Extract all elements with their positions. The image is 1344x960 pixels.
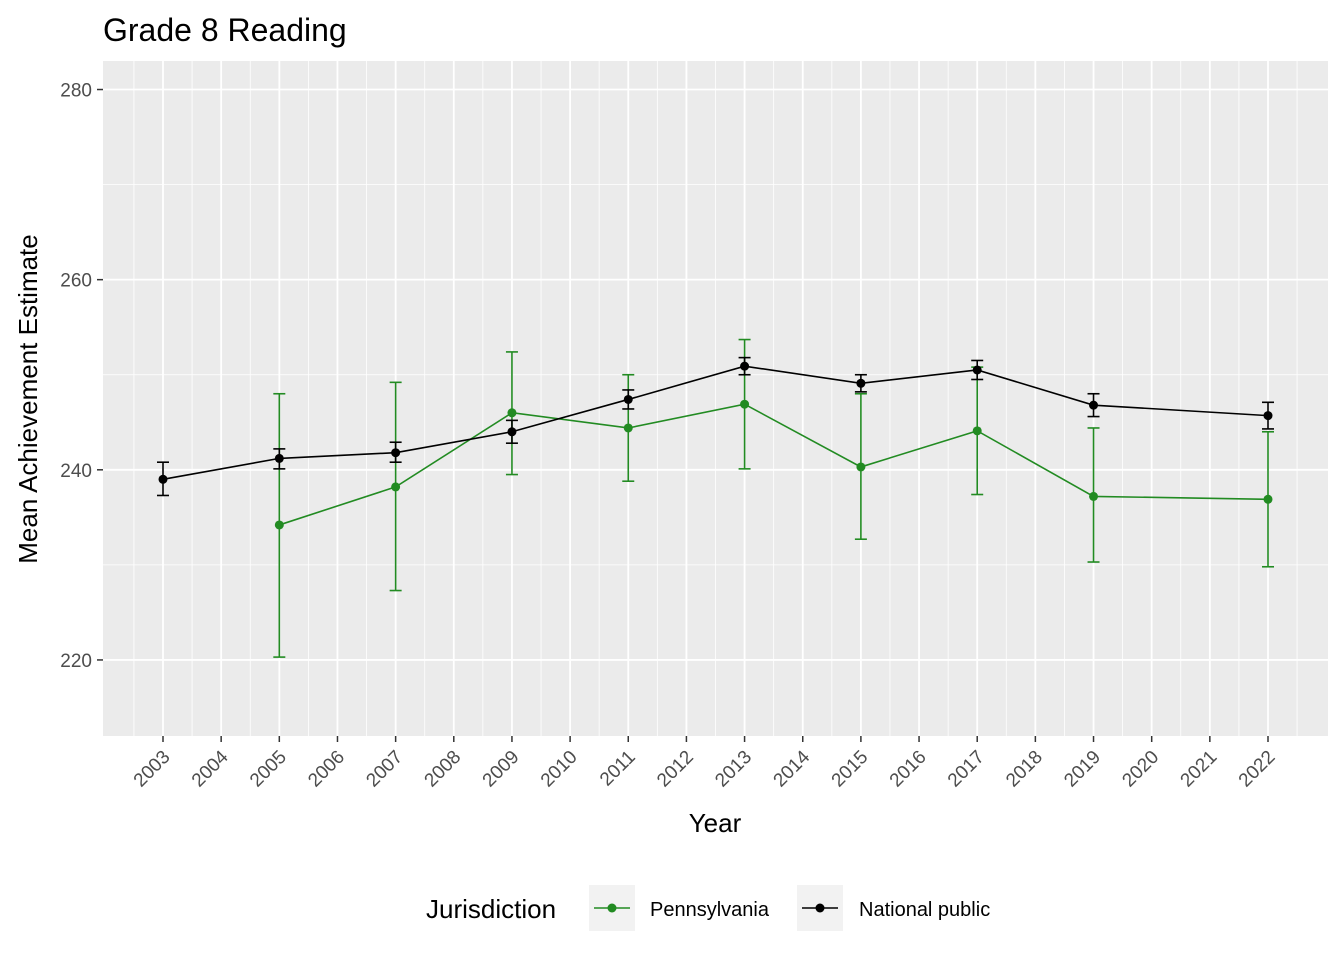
series-line xyxy=(162,365,1269,481)
data-point xyxy=(1089,491,1099,501)
legend-label: National public xyxy=(859,899,990,921)
data-point xyxy=(507,408,517,418)
x-tick-label: 2013 xyxy=(711,747,756,792)
data-point xyxy=(391,482,401,492)
x-tick-label: 2019 xyxy=(1060,747,1105,792)
data-point xyxy=(1263,494,1273,504)
y-tick-label: 220 xyxy=(60,651,92,672)
data-point xyxy=(623,423,633,433)
y-tick-label: 240 xyxy=(60,461,92,482)
x-tick-label: 2003 xyxy=(130,747,175,792)
x-tick-label: 2014 xyxy=(770,746,815,791)
x-tick-label: 2015 xyxy=(828,747,873,792)
x-axis-title: Year xyxy=(689,808,742,838)
data-point xyxy=(972,426,982,436)
x-tick-label: 2004 xyxy=(188,746,233,791)
data-point xyxy=(740,399,750,409)
x-tick-label: 2017 xyxy=(944,747,989,792)
data-point xyxy=(972,365,982,375)
data-point xyxy=(623,394,633,404)
x-tick-label: 2005 xyxy=(246,747,291,792)
x-tick-label: 2011 xyxy=(596,747,640,791)
y-axis: 220 240 260 280 xyxy=(60,81,103,672)
data-point xyxy=(274,520,284,530)
x-tick-label: 2018 xyxy=(1002,747,1047,792)
y-tick-label: 280 xyxy=(60,81,92,102)
data-point xyxy=(1089,400,1099,410)
x-tick-label: 2016 xyxy=(886,747,931,792)
y-axis-title: Mean Achievement Estimate xyxy=(13,234,43,564)
y-tick-label: 260 xyxy=(60,271,92,292)
grid-lines xyxy=(103,61,1328,736)
x-tick-label: 2008 xyxy=(421,747,466,792)
data-point xyxy=(507,427,517,437)
x-tick-label: 2022 xyxy=(1235,747,1280,792)
data-point xyxy=(158,474,168,484)
x-tick-label: 2006 xyxy=(304,747,349,792)
x-axis: 2003 2004 2005 2006 2007 2008 2009 2010 2011 2012… xyxy=(130,736,1280,791)
data-point xyxy=(856,378,866,388)
series-layer xyxy=(157,338,1274,658)
data-point xyxy=(1263,411,1273,421)
legend-key-point xyxy=(607,903,617,913)
chart-title: Grade 8 Reading xyxy=(103,12,347,48)
x-tick-label: 2007 xyxy=(362,747,407,792)
x-tick-label: 2021 xyxy=(1177,747,1222,792)
x-tick-label: 2009 xyxy=(479,747,524,792)
data-point xyxy=(391,448,401,458)
legend-label: Pennsylvania xyxy=(650,899,770,921)
legend: Jurisdiction Pennsylvania National public xyxy=(426,885,990,931)
data-point xyxy=(856,462,866,472)
x-tick-label: 2010 xyxy=(537,747,582,792)
legend-title: Jurisdiction xyxy=(426,894,556,924)
x-tick-label: 2012 xyxy=(653,747,698,792)
data-point xyxy=(740,361,750,371)
legend-key-point xyxy=(815,903,825,913)
x-tick-label: 2020 xyxy=(1118,747,1163,792)
data-point xyxy=(274,453,284,463)
series-2 xyxy=(157,356,1274,497)
